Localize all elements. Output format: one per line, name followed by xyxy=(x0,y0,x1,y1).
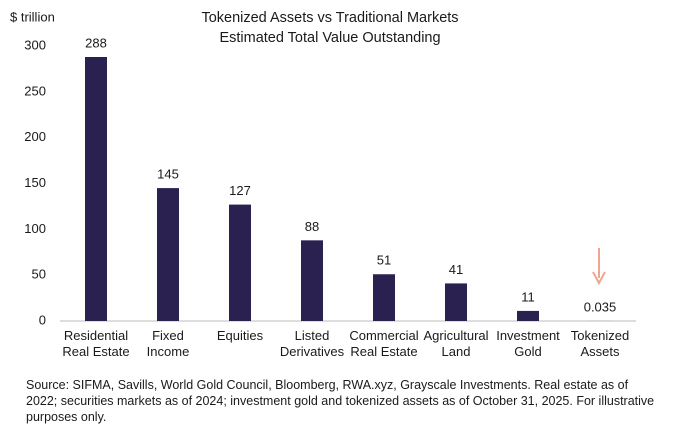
y-tick-label: 250 xyxy=(24,83,46,98)
x-tick-label: Equities xyxy=(217,328,264,343)
bar xyxy=(445,283,467,321)
data-label: 145 xyxy=(157,167,179,182)
source-note: Source: SIFMA, Savills, World Gold Counc… xyxy=(26,378,655,424)
bar xyxy=(229,204,251,321)
x-tick-label: Agricultural Land xyxy=(423,328,488,359)
y-tick-label: 300 xyxy=(24,37,46,52)
data-label: 0.035 xyxy=(584,299,617,314)
bar xyxy=(301,240,323,321)
x-tick-label: Tokenized Assets xyxy=(571,328,630,359)
chart-subtitle: Estimated Total Value Outstanding xyxy=(219,30,440,46)
y-tick-label: 150 xyxy=(24,175,46,190)
data-label: 88 xyxy=(305,219,319,234)
data-label: 51 xyxy=(377,253,391,268)
bar xyxy=(85,57,107,321)
chart: Tokenized Assets vs Traditional Markets … xyxy=(10,9,636,359)
x-tick-label: Listed Derivatives xyxy=(280,328,345,359)
chart-title: Tokenized Assets vs Traditional Markets xyxy=(201,10,458,26)
data-label: 288 xyxy=(85,35,107,50)
arrow-head xyxy=(592,271,606,286)
y-tick-label: 0 xyxy=(39,312,46,327)
data-label: 11 xyxy=(521,289,535,304)
data-label: 127 xyxy=(229,183,251,198)
bar xyxy=(373,274,395,321)
x-tick-label: Commercial Real Estate xyxy=(349,328,418,359)
bar xyxy=(517,310,539,321)
bar xyxy=(157,188,179,321)
y-axis-label: $ trillion xyxy=(10,9,55,24)
y-tick-label: 200 xyxy=(24,129,46,144)
y-tick-label: 100 xyxy=(24,221,46,236)
x-tick-label: Fixed Income xyxy=(147,328,190,359)
y-tick-label: 50 xyxy=(32,267,46,282)
x-tick-label: Investment Gold xyxy=(496,328,560,359)
x-tick-label: Residential Real Estate xyxy=(62,328,129,359)
data-label: 41 xyxy=(449,262,463,277)
